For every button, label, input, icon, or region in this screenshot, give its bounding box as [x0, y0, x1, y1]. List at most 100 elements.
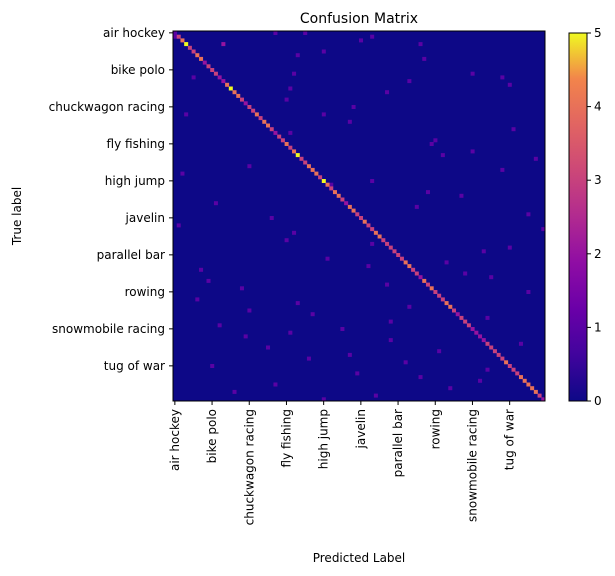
heatmap-cell	[347, 119, 352, 124]
colorbar-tick-label: 5	[594, 26, 602, 40]
heatmap-cell	[191, 75, 196, 80]
heatmap-cell	[329, 182, 334, 187]
heatmap-cell	[500, 167, 505, 172]
heatmap-cell	[526, 290, 531, 294]
heatmap-cell	[303, 160, 308, 165]
heatmap-cell	[370, 241, 375, 246]
heatmap-cell	[351, 208, 356, 213]
y-tick-label: javelin	[125, 211, 165, 225]
y-tick-label: parallel bar	[97, 248, 165, 262]
heatmap-cell	[526, 212, 531, 217]
heatmap-cell	[310, 312, 315, 317]
heatmap-cell	[239, 286, 244, 291]
heatmap-cell	[213, 71, 218, 76]
heatmap-cell	[366, 264, 371, 269]
heatmap-cell	[195, 53, 200, 58]
heatmap-cell	[213, 201, 218, 206]
heatmap-cell	[530, 386, 535, 391]
heatmap-cell	[366, 223, 371, 228]
heatmap-cell	[422, 56, 427, 61]
heatmap-cell	[199, 56, 204, 61]
heatmap-cell	[180, 171, 185, 176]
colorbar-tick-label: 4	[594, 100, 602, 114]
heatmap-cell	[518, 375, 523, 380]
heatmap-cell	[292, 71, 297, 76]
heatmap-cell	[381, 238, 386, 243]
heatmap-cell	[258, 116, 263, 121]
chart-title: Confusion Matrix	[300, 11, 418, 27]
heatmap-cell	[292, 149, 297, 154]
heatmap-cell	[269, 127, 274, 132]
heatmap-cell	[239, 97, 244, 102]
heatmap-cell	[292, 230, 297, 235]
heatmap-cell	[273, 31, 278, 35]
y-tick-label: bike polo	[111, 63, 165, 77]
heatmap-cell	[463, 271, 468, 276]
y-tick-label: fly fishing	[107, 137, 165, 151]
heatmap-cell	[470, 71, 475, 76]
heatmap-cell	[243, 334, 248, 339]
heatmap-cell	[433, 138, 438, 143]
heatmap-cell	[437, 349, 442, 354]
heatmap-cell	[347, 352, 352, 357]
colorbar	[568, 32, 588, 402]
x-tick-label: tug of war	[503, 409, 517, 470]
heatmap-cell	[329, 186, 334, 191]
heatmap-cell	[377, 234, 382, 239]
heatmap-cell	[247, 105, 252, 109]
heatmap-cell	[388, 338, 393, 343]
heatmap-cell	[455, 312, 460, 317]
heatmap-cell	[511, 367, 516, 372]
heatmap-cell	[359, 216, 364, 220]
heatmap-cell	[288, 145, 293, 150]
y-tick-label: air hockey	[103, 26, 165, 40]
heatmap-cell	[478, 334, 483, 339]
heatmap-cell	[440, 153, 445, 158]
heatmap-cell	[511, 127, 516, 132]
heatmap-cell	[243, 101, 248, 106]
heatmap-cell	[533, 156, 538, 161]
heatmap-cell	[385, 241, 390, 246]
heatmap-cell	[273, 382, 278, 387]
heatmap-cell	[321, 397, 326, 402]
heatmap-cell	[295, 53, 300, 58]
x-tick-label: javelin	[354, 409, 368, 449]
heatmap-cell	[351, 105, 356, 109]
heatmap-cell	[321, 112, 326, 117]
heatmap-cell	[478, 378, 483, 383]
heatmap-cell	[221, 42, 226, 47]
x-tick-label: rowing	[428, 409, 442, 449]
y-tick-label: tug of war	[104, 359, 165, 373]
heatmap-cell	[206, 64, 211, 69]
heatmap-cell	[425, 190, 430, 195]
heatmap-cell	[448, 304, 453, 309]
heatmap-cell	[429, 142, 434, 146]
heatmap-cell	[262, 119, 267, 124]
heatmap-frame	[172, 30, 546, 402]
heatmap-cell	[314, 171, 319, 176]
heatmap-cell	[221, 79, 226, 84]
heatmap-cell	[370, 227, 375, 232]
heatmap-cell	[288, 330, 293, 335]
heatmap-cell	[303, 31, 308, 35]
heatmap-cell	[321, 179, 326, 183]
heatmap-cell	[210, 68, 215, 72]
heatmap-cell	[318, 175, 323, 180]
heatmap-cell	[470, 149, 475, 154]
heatmap-cell	[518, 341, 523, 346]
heatmap-cell	[288, 130, 293, 135]
heatmap-cell	[217, 323, 222, 328]
heatmap-cell	[507, 245, 512, 250]
heatmap-cell	[266, 345, 271, 350]
heatmap-cell	[232, 90, 237, 95]
heatmap-cell	[295, 153, 300, 158]
heatmap-cell	[459, 193, 464, 198]
heatmap-cell	[537, 393, 542, 398]
heatmap-cell	[251, 108, 256, 113]
heatmap-cell	[541, 397, 546, 402]
heatmap-cell	[340, 197, 345, 202]
x-axis-ticks: air hockey bike polo chuckwagon racing fly …	[168, 401, 517, 525]
heatmap-cell	[310, 167, 315, 172]
heatmap-cell	[373, 393, 378, 398]
